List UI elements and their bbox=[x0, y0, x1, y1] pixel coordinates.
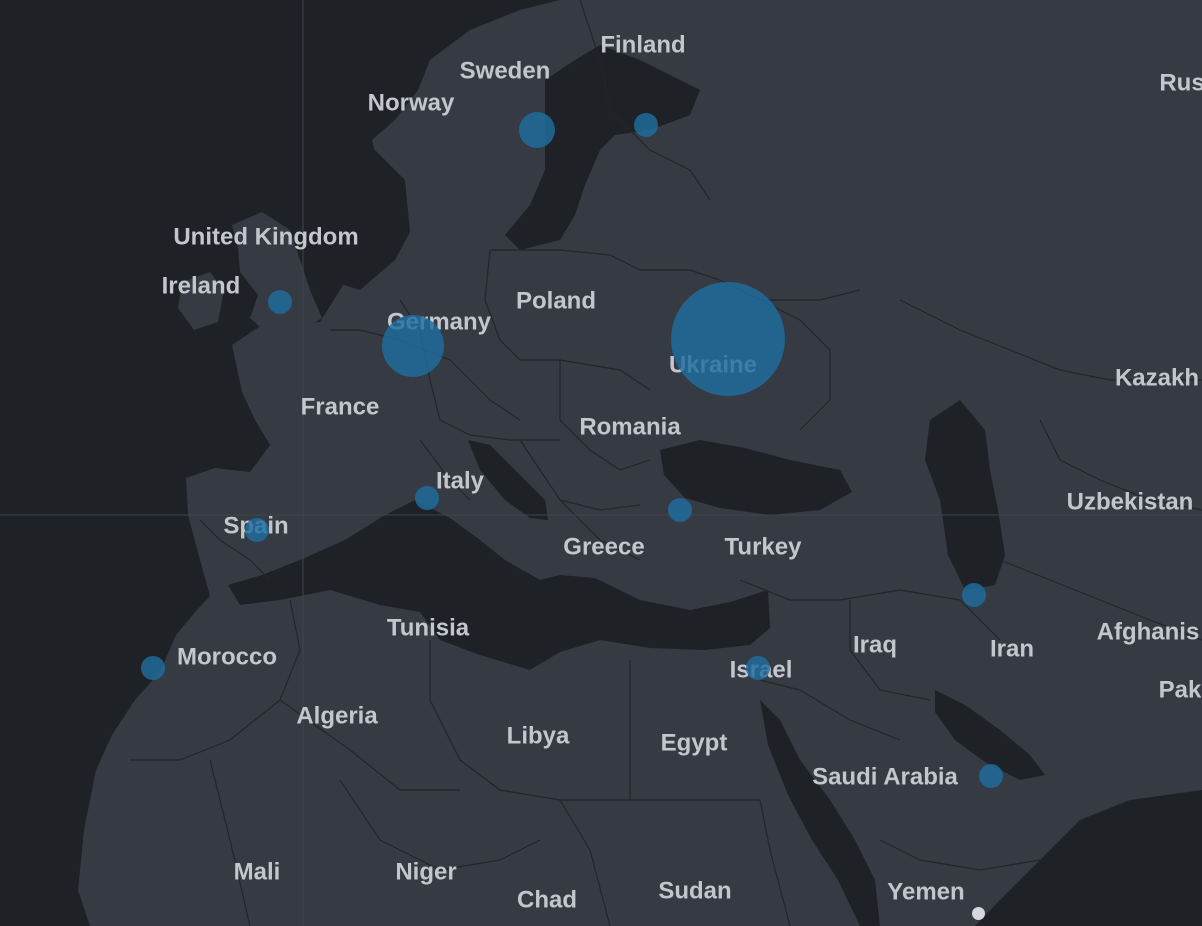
label-romania: Romania bbox=[579, 414, 681, 441]
label-chad: Chad bbox=[517, 887, 577, 914]
label-russia: Rus bbox=[1159, 70, 1202, 97]
borders-layer bbox=[130, 0, 1202, 926]
label-turkey: Turkey bbox=[725, 534, 803, 561]
bubble-israel[interactable] bbox=[746, 656, 770, 680]
land-great-britain bbox=[232, 212, 322, 334]
bubble-uae[interactable] bbox=[979, 764, 1003, 788]
label-afghanistan: Afghanis bbox=[1097, 619, 1200, 646]
bubble-spain[interactable] bbox=[245, 518, 269, 542]
label-ireland: Ireland bbox=[162, 273, 241, 300]
label-kazakhstan: Kazakh bbox=[1115, 365, 1199, 392]
label-sweden: Sweden bbox=[460, 58, 551, 85]
label-tunisia: Tunisia bbox=[387, 615, 470, 642]
label-morocco: Morocco bbox=[177, 644, 277, 671]
label-egypt: Egypt bbox=[661, 730, 728, 757]
label-norway: Norway bbox=[368, 90, 455, 117]
black-sea bbox=[660, 440, 852, 515]
bubble-united-kingdom[interactable] bbox=[268, 290, 292, 314]
page-dot-icon[interactable] bbox=[972, 907, 985, 920]
label-poland: Poland bbox=[516, 288, 596, 315]
label-greece: Greece bbox=[563, 534, 644, 561]
bubble-morocco[interactable] bbox=[141, 656, 165, 680]
label-uzbekistan: Uzbekistan bbox=[1067, 489, 1194, 516]
atlantic-ocean bbox=[0, 0, 330, 926]
label-algeria: Algeria bbox=[296, 703, 378, 730]
bubble-italy[interactable] bbox=[415, 486, 439, 510]
label-pakistan: Pak bbox=[1159, 677, 1202, 704]
label-libya: Libya bbox=[507, 723, 570, 750]
label-iran: Iran bbox=[990, 636, 1034, 663]
bubble-ukraine[interactable] bbox=[671, 282, 785, 396]
bubble-sweden[interactable] bbox=[519, 112, 555, 148]
persian-gulf bbox=[935, 690, 1045, 780]
bubble-iran[interactable] bbox=[962, 583, 986, 607]
caspian-sea bbox=[925, 400, 1005, 590]
north-sea bbox=[318, 150, 410, 290]
adriatic-sea bbox=[468, 440, 548, 520]
label-saudi-arabia: Saudi Arabia bbox=[812, 764, 958, 791]
bubble-finland[interactable] bbox=[634, 113, 658, 137]
bubble-turkey[interactable] bbox=[668, 498, 692, 522]
mediterranean-sea bbox=[228, 500, 770, 670]
label-mali: Mali bbox=[234, 859, 281, 886]
label-united-kingdom: United Kingdom bbox=[173, 224, 358, 251]
arabian-sea bbox=[975, 790, 1202, 926]
label-iraq: Iraq bbox=[853, 632, 897, 659]
label-italy: Italy bbox=[436, 468, 485, 495]
data-bubbles bbox=[141, 112, 1003, 788]
red-sea bbox=[760, 700, 880, 926]
label-yemen: Yemen bbox=[887, 879, 964, 906]
label-niger: Niger bbox=[395, 859, 456, 886]
label-france: France bbox=[301, 394, 380, 421]
land-ireland bbox=[178, 272, 224, 330]
baltic-sea bbox=[505, 45, 700, 250]
bubble-germany[interactable] bbox=[382, 315, 444, 377]
label-sudan: Sudan bbox=[658, 878, 731, 905]
label-finland: Finland bbox=[600, 32, 685, 59]
